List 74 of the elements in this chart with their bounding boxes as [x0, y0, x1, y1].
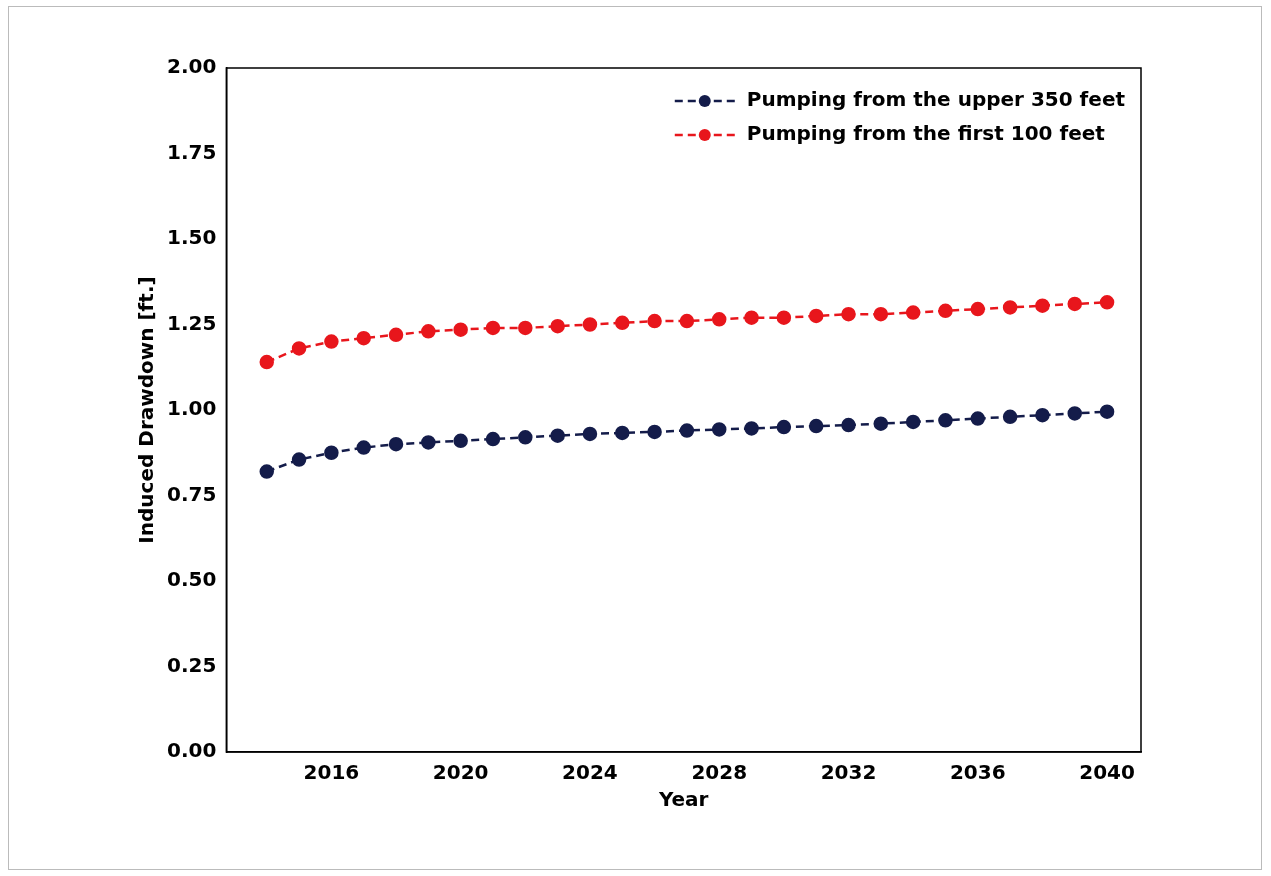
- y-tick-label: 1.25: [166, 310, 217, 335]
- point: [388, 327, 404, 343]
- point: [388, 436, 404, 452]
- point: [453, 433, 468, 449]
- point: [291, 341, 307, 356]
- y-tick-label: 0.00: [166, 738, 217, 763]
- point: [1002, 409, 1018, 425]
- point: [711, 312, 727, 327]
- y-tick-label: 2.00: [166, 54, 217, 79]
- x-tick-label: 2040: [1079, 760, 1135, 785]
- point: [582, 317, 598, 332]
- point: [679, 313, 695, 329]
- point: [776, 310, 792, 325]
- x-tick-label: 2016: [303, 760, 360, 785]
- x-tick-label: 2020: [432, 760, 489, 785]
- point: [711, 422, 727, 437]
- point: [679, 423, 695, 438]
- point: [1099, 295, 1115, 310]
- point: [550, 428, 565, 443]
- point: [485, 320, 501, 336]
- y-tick-label: 0.50: [166, 567, 217, 592]
- point: [776, 419, 792, 435]
- point: [485, 431, 501, 447]
- legend-label: Pumping from the first 100 feet: [746, 121, 1106, 146]
- point: [647, 313, 662, 329]
- point: [938, 413, 953, 428]
- x-tick-label: 2036: [949, 760, 1006, 785]
- point: [841, 417, 856, 433]
- x-axis-title: Year: [657, 787, 709, 812]
- point: [970, 411, 986, 426]
- point: [1002, 300, 1018, 315]
- point: [1035, 298, 1050, 313]
- point: [324, 334, 339, 349]
- y-tick-label: 1.50: [166, 225, 217, 250]
- point: [421, 324, 436, 339]
- y-tick-label: 1.00: [166, 396, 217, 421]
- point: [808, 308, 824, 324]
- point: [808, 418, 824, 434]
- point: [905, 414, 921, 430]
- x-tick-label: 2028: [691, 760, 748, 785]
- point: [356, 440, 371, 455]
- point: [873, 306, 889, 322]
- point: [291, 452, 307, 467]
- y-tick-label: 1.75: [166, 139, 217, 164]
- point: [970, 301, 986, 317]
- x-tick-label: 2024: [562, 760, 618, 785]
- point: [905, 305, 921, 320]
- point: [518, 320, 533, 336]
- point: [324, 445, 339, 460]
- point: [453, 322, 468, 337]
- legend-label: Pumping from the upper 350 feet: [746, 87, 1126, 112]
- point: [615, 425, 630, 441]
- point: [356, 330, 371, 346]
- point: [259, 464, 274, 479]
- y-tick-label: 0.25: [166, 652, 217, 677]
- point: [421, 435, 436, 450]
- point: [259, 354, 274, 370]
- point: [938, 303, 953, 319]
- point: [873, 416, 889, 431]
- x-tick-label: 2032: [820, 760, 877, 785]
- point: [647, 424, 662, 440]
- point: [1099, 404, 1115, 419]
- point: [518, 430, 533, 445]
- point: [582, 426, 598, 442]
- point: [1067, 296, 1082, 312]
- point: [744, 421, 759, 436]
- point: [550, 318, 565, 334]
- point: [1067, 406, 1082, 421]
- y-axis-title: Induced Drawdown [ft.]: [134, 276, 159, 544]
- point: [615, 315, 630, 331]
- y-tick-label: 0.75: [166, 481, 217, 506]
- point: [1035, 407, 1050, 423]
- point: [841, 306, 856, 322]
- point: [744, 310, 759, 325]
